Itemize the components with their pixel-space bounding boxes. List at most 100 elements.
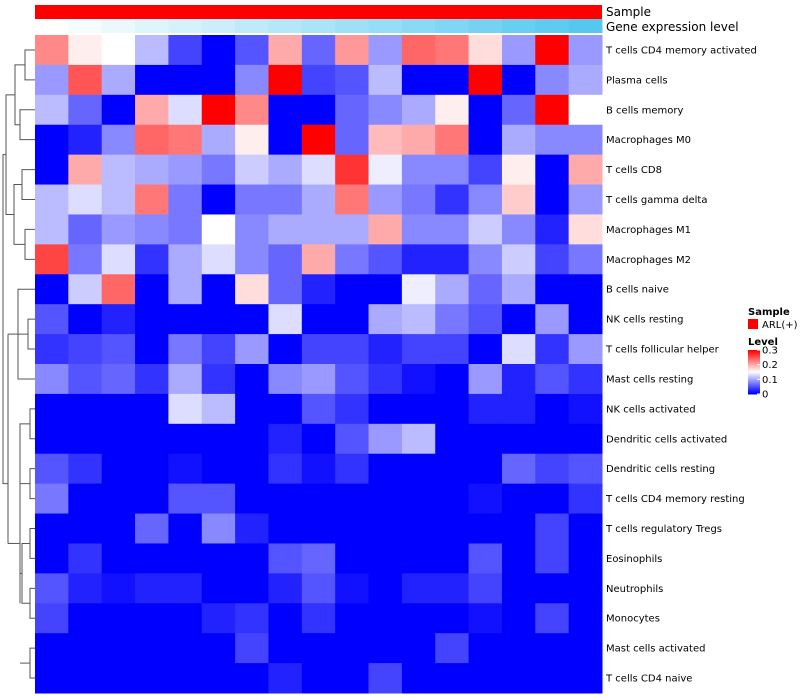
heatmap-cell bbox=[35, 94, 69, 126]
heatmap-cell bbox=[235, 184, 269, 215]
heatmap-cell bbox=[435, 663, 470, 694]
heatmap-cell bbox=[435, 124, 470, 156]
heatmap-cell bbox=[201, 364, 236, 395]
heatmap-cell bbox=[135, 573, 169, 604]
legend-gradient-step bbox=[748, 351, 760, 353]
heatmap-cell bbox=[568, 453, 603, 485]
heatmap-cell bbox=[35, 334, 69, 365]
heatmap-cell bbox=[468, 423, 503, 455]
row-label: T cells CD4 memory activated bbox=[605, 45, 757, 56]
heatmap-cell bbox=[535, 543, 570, 574]
heatmap-cell bbox=[468, 513, 503, 544]
heatmap-cell bbox=[535, 124, 570, 156]
heatmap-cell bbox=[268, 244, 303, 275]
heatmap-cell bbox=[168, 393, 203, 425]
heatmap-cell bbox=[535, 633, 570, 664]
heatmap-cell bbox=[101, 663, 136, 694]
heatmap-cell bbox=[35, 214, 69, 245]
heatmap-cell bbox=[268, 304, 303, 335]
heatmap-cell bbox=[368, 94, 403, 126]
heatmap-cell bbox=[501, 334, 536, 365]
dendrogram-branch bbox=[2, 154, 8, 485]
heatmap-cell bbox=[135, 214, 169, 245]
heatmap-cell bbox=[101, 453, 136, 485]
heatmap-cell bbox=[535, 663, 570, 694]
level-track-cell bbox=[468, 19, 503, 33]
heatmap-cell bbox=[35, 423, 69, 455]
heatmap-cell bbox=[235, 633, 269, 664]
heatmap-cell bbox=[335, 393, 370, 425]
heatmap-cell bbox=[301, 274, 336, 305]
heatmap-cell bbox=[268, 364, 303, 395]
heatmap-cell bbox=[201, 94, 236, 126]
heatmap-cell bbox=[101, 423, 136, 455]
row-label: Monocytes bbox=[606, 614, 660, 625]
dendrogram-branch bbox=[24, 228, 35, 260]
heatmap-cell bbox=[101, 274, 136, 305]
heatmap-cell bbox=[401, 364, 436, 395]
legend-tick-label: 0 bbox=[762, 390, 768, 401]
heatmap-cell bbox=[335, 543, 370, 574]
heatmap-cell bbox=[335, 35, 370, 66]
heatmap-cell bbox=[135, 513, 169, 544]
heatmap-cell bbox=[301, 94, 336, 126]
heatmap-cell bbox=[468, 274, 503, 305]
heatmap-cell bbox=[568, 663, 603, 694]
heatmap-cell bbox=[501, 573, 536, 604]
heatmap-cell bbox=[468, 154, 503, 186]
sample-track-bar bbox=[35, 5, 602, 19]
heatmap-cell bbox=[335, 633, 370, 664]
row-label: T cells CD4 naive bbox=[605, 674, 692, 685]
row-label: T cells CD8 bbox=[605, 165, 662, 176]
heatmap-cell bbox=[368, 304, 403, 335]
heatmap-cell bbox=[435, 453, 470, 485]
heatmap-cell bbox=[168, 184, 203, 215]
heatmap-cell bbox=[101, 633, 136, 664]
heatmap-cell bbox=[368, 64, 403, 96]
heatmap-cell bbox=[68, 274, 103, 305]
heatmap-cell bbox=[368, 124, 403, 156]
heatmap-cell bbox=[268, 184, 303, 215]
legend-gradient-step bbox=[748, 383, 760, 385]
heatmap-cell bbox=[335, 453, 370, 485]
legend-gradient-step bbox=[748, 388, 760, 391]
heatmap-cell bbox=[368, 334, 403, 365]
heatmap-cell bbox=[401, 244, 436, 275]
heatmap-cell bbox=[301, 35, 336, 66]
heatmap-cell bbox=[501, 154, 536, 186]
heatmap-cell bbox=[401, 423, 436, 455]
heatmap-cell bbox=[435, 94, 470, 126]
legend-gradient-step bbox=[748, 350, 760, 352]
row-label: Eosinophils bbox=[606, 554, 662, 565]
level-track-cell bbox=[335, 19, 370, 33]
heatmap-cell bbox=[101, 64, 136, 96]
legend-gradient-step bbox=[748, 355, 760, 358]
heatmap-cell bbox=[335, 513, 370, 544]
heatmap-cell bbox=[235, 214, 269, 245]
heatmap-cell bbox=[568, 274, 603, 305]
heatmap-cell bbox=[35, 393, 69, 425]
heatmap-cell bbox=[101, 543, 136, 574]
heatmap-cell bbox=[535, 483, 570, 515]
legend-gradient-step bbox=[748, 379, 760, 382]
expression-level-track-label: Gene expression level bbox=[606, 20, 739, 34]
legend-sample-swatch bbox=[748, 319, 758, 329]
heatmap-cell bbox=[168, 124, 203, 156]
legend-gradient-step bbox=[748, 368, 760, 371]
heatmap-cell bbox=[301, 573, 336, 604]
heatmap-cell bbox=[368, 573, 403, 604]
heatmap-cell bbox=[201, 453, 236, 485]
legend-gradient-step bbox=[748, 357, 760, 360]
heatmap-cell bbox=[401, 573, 436, 604]
heatmap-cell bbox=[268, 543, 303, 574]
dendrogram-branch bbox=[19, 423, 30, 485]
heatmap-cell bbox=[401, 94, 436, 126]
heatmap-cell bbox=[401, 483, 436, 515]
heatmap-cell bbox=[135, 543, 169, 574]
heatmap-cell bbox=[468, 543, 503, 574]
heatmap-cell bbox=[401, 334, 436, 365]
heatmap-cell bbox=[135, 633, 169, 664]
heatmap-cell bbox=[101, 603, 136, 634]
dendrogram-branch bbox=[29, 647, 35, 679]
heatmap-cell bbox=[468, 334, 503, 365]
